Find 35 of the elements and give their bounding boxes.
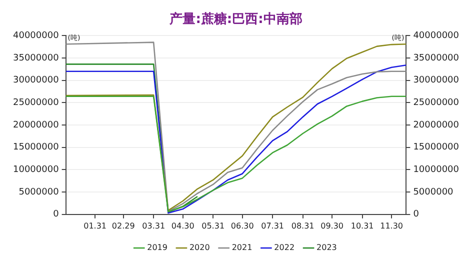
y-tick-label: 40000000	[12, 30, 60, 41]
legend-label: 2019	[147, 243, 168, 252]
x-tick-label: 03.31	[142, 221, 166, 230]
x-tick-label: 06.30	[230, 221, 254, 230]
x-tick-label: 05.31	[202, 221, 225, 230]
x-tick-label: 11.30	[380, 221, 404, 230]
y2-tick-label: 20000000	[413, 120, 460, 130]
x-tick-label: 02.29	[112, 221, 135, 230]
legend-label: 2023	[316, 243, 337, 252]
y-tick-label: 5000000	[18, 187, 60, 198]
y2-tick-label: 40000000	[413, 30, 460, 41]
y2-tick-label: 35000000	[413, 53, 460, 64]
y2-tick-label: 0	[413, 210, 420, 220]
legend-label: 2022	[274, 243, 295, 252]
y2-tick-label: 15000000	[413, 142, 460, 153]
y-tick-label: 0	[53, 210, 60, 220]
chart-title: 产量:蔗糖:巴西:中南部	[168, 11, 302, 28]
y-tick-label: 25000000	[12, 98, 60, 108]
y2-tick-label: 25000000	[413, 98, 460, 108]
x-tick-label: 09.30	[320, 221, 344, 230]
x-tick-label: 08.31	[291, 221, 314, 230]
y-tick-label: 20000000	[12, 120, 60, 130]
y-tick-label: 15000000	[12, 142, 60, 153]
x-tick-label: 01.31	[84, 221, 107, 230]
y-tick-label: 35000000	[12, 53, 60, 64]
legend-label: 2020	[189, 243, 210, 252]
y2-tick-label: 5000000	[413, 187, 454, 198]
x-tick-label: 10.31	[350, 221, 374, 230]
y2-tick-label: 30000000	[413, 76, 460, 86]
x-tick-label: 07.31	[261, 221, 284, 230]
y2-tick-label: 10000000	[413, 165, 460, 176]
legend-label: 2021	[232, 243, 252, 252]
y-tick-label: 30000000	[12, 76, 60, 86]
y-tick-label: 10000000	[12, 165, 60, 176]
x-tick-label: 04.30	[171, 221, 194, 230]
